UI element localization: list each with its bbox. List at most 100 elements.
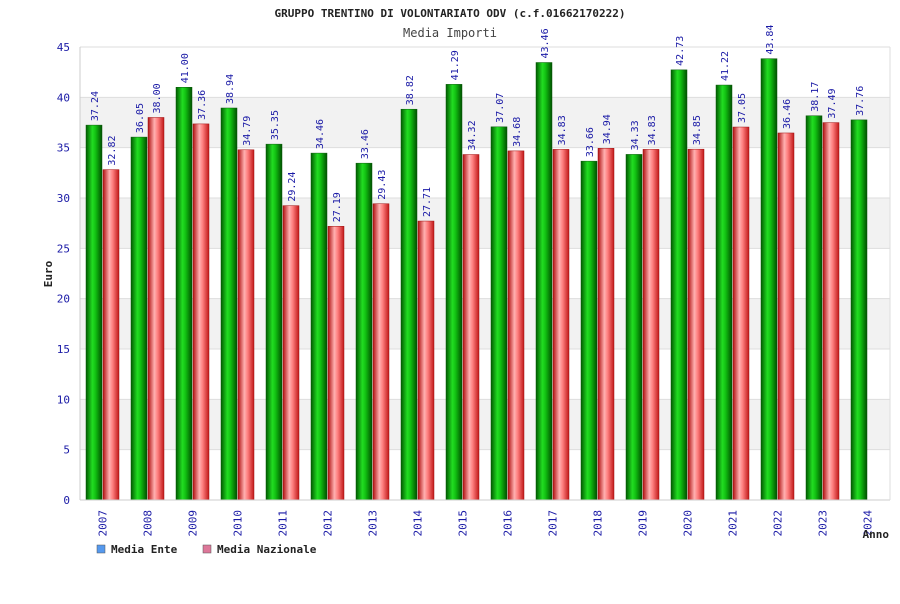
x-tick-label: 2015 [457, 510, 470, 537]
data-label: 37.49 [827, 88, 838, 118]
data-label: 43.84 [765, 25, 776, 55]
data-label: 34.68 [512, 117, 523, 147]
data-label: 35.35 [270, 110, 281, 140]
data-label: 38.94 [225, 74, 236, 104]
y-tick-label: 30 [57, 192, 70, 205]
data-label: 33.66 [585, 127, 596, 157]
bar-media-nazionale [372, 203, 390, 501]
data-label: 38.82 [405, 75, 416, 105]
y-tick-label: 35 [57, 142, 70, 155]
bar-media-ente [850, 119, 868, 501]
data-label: 41.00 [180, 53, 191, 83]
x-tick-label: 2021 [727, 510, 740, 537]
x-tick-label: 2022 [772, 510, 785, 537]
y-tick-label: 20 [57, 293, 70, 306]
data-label: 34.33 [630, 120, 641, 150]
chart-title: GRUPPO TRENTINO DI VOLONTARIATO ODV (c.f… [275, 7, 626, 20]
x-tick-label: 2008 [142, 510, 155, 537]
x-tick-label: 2011 [277, 510, 290, 537]
data-label: 43.46 [540, 28, 551, 58]
y-tick-label: 0 [63, 494, 70, 507]
x-tick-label: 2020 [682, 510, 695, 537]
x-tick-label: 2009 [187, 510, 200, 537]
data-label: 37.36 [197, 90, 208, 120]
chart-subtitle: Media Importi [403, 26, 497, 40]
x-tick-label: 2013 [367, 510, 380, 537]
x-tick-label: 2016 [502, 510, 515, 537]
grid-band [80, 298, 890, 349]
bar-media-ente [760, 58, 778, 501]
bar-media-ente [580, 160, 598, 501]
x-tick-label: 2019 [637, 510, 650, 537]
legend-label: Media Nazionale [217, 543, 317, 556]
data-label: 37.07 [495, 93, 506, 123]
grid-band [80, 97, 890, 148]
bar-media-nazionale [282, 205, 300, 501]
bar-media-nazionale [507, 150, 525, 501]
legend-label: Media Ente [111, 543, 178, 556]
data-label: 38.00 [152, 83, 163, 113]
bar-media-nazionale [102, 169, 120, 501]
data-label: 38.17 [810, 82, 821, 112]
data-label: 27.71 [422, 187, 433, 217]
data-label: 34.85 [692, 115, 703, 145]
data-label: 37.76 [855, 86, 866, 116]
bar-media-ente [535, 62, 553, 501]
x-tick-label: 2007 [97, 510, 110, 537]
data-label: 29.24 [287, 172, 298, 202]
bar-media-ente [400, 108, 418, 501]
data-label: 29.43 [377, 170, 388, 200]
bar-media-ente [445, 84, 463, 501]
x-tick-label: 2014 [412, 510, 425, 537]
bar-media-nazionale [597, 148, 615, 501]
y-tick-label: 10 [57, 393, 70, 406]
data-label: 33.46 [360, 129, 371, 159]
data-label: 34.79 [242, 116, 253, 146]
legend: Media Ente Media Nazionale [96, 543, 317, 556]
bar-media-ente [490, 126, 508, 501]
y-tick-label: 15 [57, 343, 70, 356]
x-tick-label: 2017 [547, 510, 560, 537]
bar-media-nazionale [732, 126, 750, 501]
legend-swatch [202, 544, 212, 554]
x-tick-label: 2012 [322, 510, 335, 537]
bar-media-nazionale [417, 220, 435, 501]
bar-media-nazionale [642, 149, 660, 501]
bar-media-nazionale [552, 149, 570, 501]
bar-media-nazionale [822, 122, 840, 501]
y-tick-label: 5 [63, 444, 70, 457]
bar-media-ente [85, 124, 103, 501]
data-label: 27.19 [332, 192, 343, 222]
bar-media-ente [805, 115, 823, 501]
y-tick-label: 40 [57, 91, 70, 104]
bar-media-ente [715, 84, 733, 501]
y-tick-label: 25 [57, 242, 70, 255]
x-tick-label: 2024 [862, 510, 875, 537]
grid-band [80, 198, 890, 249]
data-label: 36.46 [782, 99, 793, 129]
data-label: 36.05 [135, 103, 146, 133]
bar-media-nazionale [327, 226, 345, 501]
data-label: 37.05 [737, 93, 748, 123]
data-label: 41.29 [450, 50, 461, 80]
bar-media-ente [310, 152, 328, 501]
bar-media-nazionale [687, 148, 705, 501]
data-label: 34.94 [602, 114, 613, 144]
bar-media-nazionale [192, 123, 210, 501]
bar-media-ente [265, 143, 283, 501]
bar-media-nazionale [147, 117, 165, 501]
bar-media-ente [130, 136, 148, 501]
bar-media-ente [670, 69, 688, 501]
x-tick-label: 2023 [817, 510, 830, 537]
y-tick-label: 45 [57, 41, 70, 54]
y-axis-label: Euro [42, 260, 55, 287]
data-label: 34.83 [557, 115, 568, 145]
bar-media-nazionale [777, 132, 795, 501]
data-label: 32.82 [107, 136, 118, 166]
data-label: 42.73 [675, 36, 686, 66]
data-label: 41.22 [720, 51, 731, 81]
bar-media-nazionale [462, 154, 480, 501]
data-label: 34.32 [467, 120, 478, 150]
